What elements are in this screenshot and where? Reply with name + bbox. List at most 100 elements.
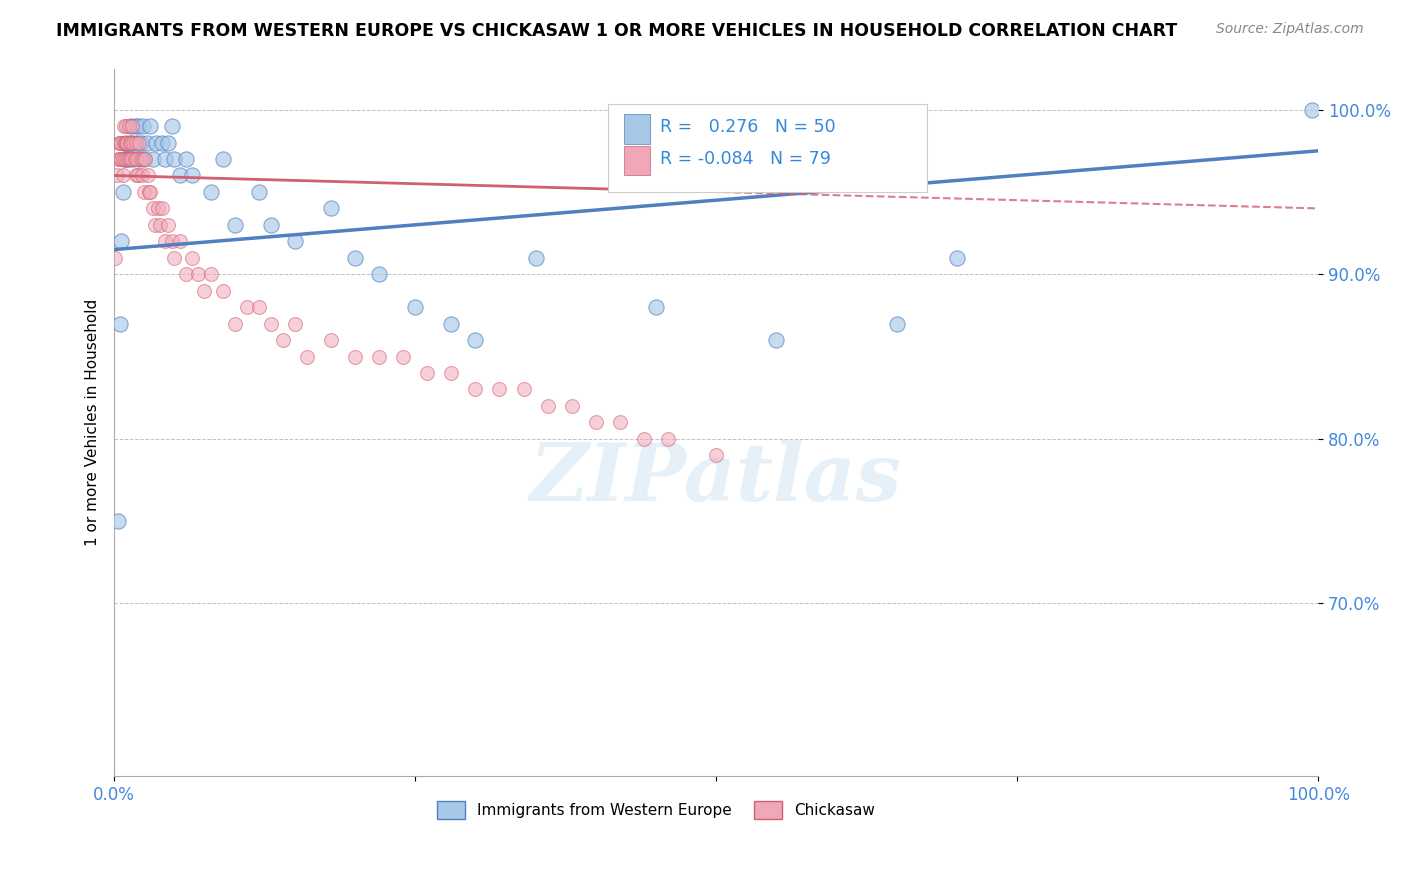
Point bbox=[125, 136, 148, 150]
Point bbox=[121, 136, 143, 150]
Point bbox=[153, 152, 176, 166]
Point bbox=[211, 284, 233, 298]
Point bbox=[645, 300, 668, 314]
Point bbox=[271, 333, 294, 347]
Text: Source: ZipAtlas.com: Source: ZipAtlas.com bbox=[1216, 22, 1364, 37]
Point bbox=[120, 119, 142, 133]
Point bbox=[181, 251, 204, 265]
Point bbox=[111, 169, 134, 183]
FancyBboxPatch shape bbox=[623, 114, 650, 144]
Point bbox=[247, 300, 270, 314]
Point bbox=[464, 383, 486, 397]
Point bbox=[142, 202, 165, 216]
Point bbox=[609, 415, 631, 429]
Point bbox=[200, 267, 222, 281]
Point bbox=[117, 152, 139, 166]
Text: R = -0.084   N = 79: R = -0.084 N = 79 bbox=[659, 150, 831, 168]
Point bbox=[112, 152, 135, 166]
Point bbox=[260, 218, 283, 232]
Point bbox=[139, 119, 162, 133]
Point bbox=[295, 350, 318, 364]
Point bbox=[129, 136, 152, 150]
Point bbox=[108, 136, 131, 150]
Point bbox=[343, 350, 366, 364]
Point bbox=[946, 251, 969, 265]
Point bbox=[134, 185, 156, 199]
Point bbox=[284, 235, 307, 249]
Point bbox=[176, 267, 198, 281]
Point bbox=[440, 366, 463, 380]
Point bbox=[704, 448, 727, 462]
Point bbox=[127, 119, 149, 133]
Point bbox=[1301, 103, 1323, 117]
Point bbox=[108, 136, 131, 150]
Point bbox=[440, 317, 463, 331]
Point bbox=[561, 399, 583, 413]
Point bbox=[765, 333, 787, 347]
Point bbox=[118, 152, 141, 166]
Point bbox=[128, 152, 150, 166]
Point bbox=[200, 185, 222, 199]
Point bbox=[117, 152, 139, 166]
Point bbox=[187, 267, 209, 281]
Point bbox=[537, 399, 560, 413]
Point bbox=[118, 136, 141, 150]
Point bbox=[224, 317, 246, 331]
Point bbox=[107, 152, 129, 166]
Point bbox=[134, 152, 156, 166]
Point bbox=[132, 152, 155, 166]
Point bbox=[247, 185, 270, 199]
Point bbox=[512, 383, 534, 397]
Point bbox=[117, 152, 139, 166]
Point bbox=[368, 267, 391, 281]
Point bbox=[125, 119, 148, 133]
Point bbox=[110, 235, 132, 249]
Point bbox=[224, 218, 246, 232]
Point bbox=[107, 514, 129, 528]
Point bbox=[153, 235, 176, 249]
Point bbox=[121, 152, 143, 166]
Point bbox=[886, 317, 908, 331]
Point bbox=[129, 152, 152, 166]
Point bbox=[124, 152, 146, 166]
Point bbox=[122, 136, 145, 150]
Point bbox=[150, 202, 173, 216]
Point bbox=[150, 136, 173, 150]
Point bbox=[138, 185, 160, 199]
Point bbox=[284, 317, 307, 331]
Point bbox=[163, 152, 186, 166]
Text: ZIPatlas: ZIPatlas bbox=[530, 441, 903, 517]
Point bbox=[260, 317, 283, 331]
Point bbox=[132, 119, 155, 133]
Point bbox=[115, 136, 138, 150]
Text: R =   0.276   N = 50: R = 0.276 N = 50 bbox=[659, 119, 835, 136]
Point bbox=[114, 152, 136, 166]
Point bbox=[125, 136, 148, 150]
Point bbox=[136, 169, 159, 183]
Point bbox=[160, 119, 183, 133]
Point bbox=[392, 350, 415, 364]
Point bbox=[115, 136, 138, 150]
Point bbox=[134, 152, 156, 166]
Point bbox=[125, 169, 148, 183]
Text: IMMIGRANTS FROM WESTERN EUROPE VS CHICKASAW 1 OR MORE VEHICLES IN HOUSEHOLD CORR: IMMIGRANTS FROM WESTERN EUROPE VS CHICKA… bbox=[56, 22, 1177, 40]
Point bbox=[319, 333, 342, 347]
Point bbox=[193, 284, 215, 298]
Point bbox=[139, 185, 162, 199]
Point bbox=[143, 218, 166, 232]
Point bbox=[131, 169, 153, 183]
Point bbox=[157, 136, 180, 150]
Point bbox=[343, 251, 366, 265]
Point bbox=[176, 152, 198, 166]
Point bbox=[488, 383, 510, 397]
Point bbox=[211, 152, 233, 166]
Point bbox=[110, 152, 132, 166]
Point bbox=[464, 333, 486, 347]
Point bbox=[117, 152, 139, 166]
Point bbox=[404, 300, 426, 314]
Point bbox=[117, 119, 139, 133]
Point bbox=[121, 119, 143, 133]
Point bbox=[163, 251, 186, 265]
Point bbox=[181, 169, 204, 183]
FancyBboxPatch shape bbox=[607, 103, 927, 193]
